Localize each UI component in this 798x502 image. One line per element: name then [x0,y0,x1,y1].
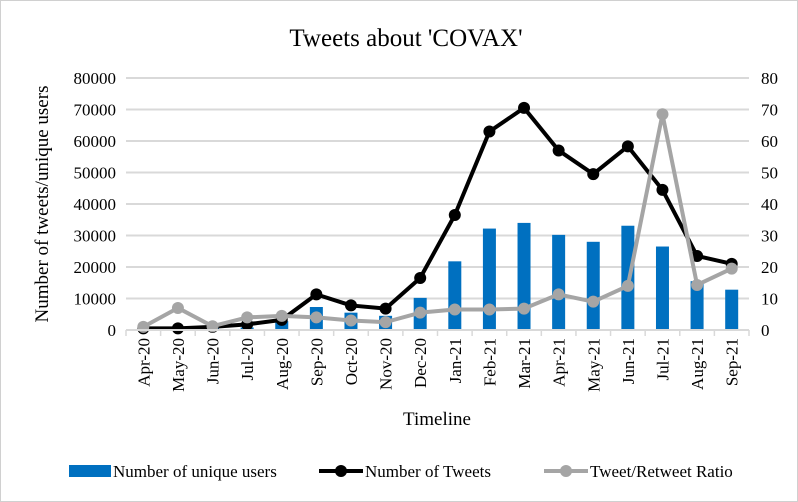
data-point [171,322,184,335]
data-point [656,183,669,196]
x-tick-label: Oct-20 [342,338,361,385]
y2-tick-label: 40 [761,195,778,214]
x-tick-label: Dec-20 [411,338,430,388]
legend-marker [560,465,572,477]
bar [552,234,566,330]
data-point [171,301,184,314]
y-axis-label: Number of tweets/unique users [32,86,53,323]
y-tick-label: 30000 [74,227,117,246]
x-tick-label: Apr-21 [550,338,569,387]
data-point [587,168,600,181]
series-line [142,112,733,329]
data-point [518,101,531,114]
x-tick-label: Apr-20 [134,338,153,387]
data-point [448,209,461,222]
legend-label: Number of Tweets [365,462,491,481]
axes: 0 10000 20000 30000 40000 50000 60000 70000 8000… [74,69,779,392]
x-tick-label: Jul-21 [653,338,672,381]
data-point [656,108,669,121]
data-point [621,279,634,292]
legend-swatch [69,465,111,477]
lines [137,101,738,335]
data-point [448,303,461,316]
y-tick-label: 20000 [74,258,117,277]
data-point [483,125,496,138]
y2-tick-label: 30 [761,227,778,246]
data-point [414,272,427,285]
y-tick-label: 40000 [74,195,117,214]
bars [136,222,739,330]
y-tick-label: 60000 [74,132,117,151]
x-tick-label: Nov-20 [377,338,396,390]
bar [725,289,739,330]
x-tick-label: Sep-21 [723,338,742,386]
x-tick-label: May-20 [169,338,188,392]
data-point [691,249,704,262]
data-point [552,144,565,157]
y2-tick-label: 70 [761,101,778,120]
data-point [310,288,323,301]
x-tick-label: Jun-20 [204,338,223,384]
x-tick-label: Aug-21 [688,338,707,390]
x-tick-label: Sep-20 [307,338,326,386]
data-point [344,314,357,327]
data-point [483,303,496,316]
data-point [310,311,323,324]
x-tick-label: Aug-20 [273,338,292,390]
data-point [518,302,531,315]
x-tick-label: Jun-21 [619,338,638,384]
bar [448,261,462,330]
y-tick-label: 80000 [74,69,117,88]
y-tick-label: 0 [108,321,117,340]
y2-tick-label: 50 [761,164,778,183]
y2-tick-label: 10 [761,290,778,309]
bar [517,222,531,330]
x-tick-label: Feb-21 [480,338,499,386]
data-point [379,316,392,329]
y2-tick-label: 20 [761,258,778,277]
y2-tick-label: 0 [761,321,770,340]
x-tick-label: May-21 [584,338,603,392]
gridlines [126,77,749,300]
x-tick-label: Mar-21 [515,338,534,389]
data-point [275,309,288,322]
legend-label: Number of unique users [113,462,277,481]
y2-tick-label: 60 [761,132,778,151]
legend-label: Tweet/Retweet Ratio [590,462,733,481]
data-point [414,306,427,319]
data-point [241,311,254,324]
y2-tick-label: 80 [761,69,778,88]
data-point [691,278,704,291]
bar [586,241,600,330]
bar [690,281,704,330]
data-point [725,262,738,275]
x-tick-label: Jul-20 [238,338,257,381]
data-point [621,140,634,153]
legend-marker [335,465,347,477]
legend: Number of unique users Number of Tweets Tw… [69,462,733,481]
x-axis-label: Timeline [403,409,471,430]
y-tick-label: 70000 [74,101,117,120]
data-point [137,320,150,333]
data-point [379,302,392,315]
y-tick-label: 10000 [74,290,117,309]
x-tick-label: Jan-21 [446,338,465,383]
bar [655,246,669,330]
data-point [552,288,565,301]
y-tick-label: 50000 [74,164,117,183]
data-point [344,299,357,312]
data-point [587,295,600,308]
chart-title: Tweets about 'COVAX' [289,25,522,52]
